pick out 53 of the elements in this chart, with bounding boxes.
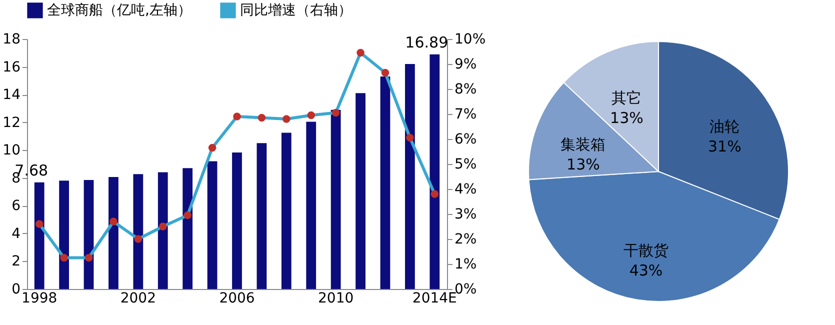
- legend-label: 同比增速（右轴）: [240, 2, 352, 18]
- y2-tick-label: 4%: [454, 182, 477, 198]
- bar: [108, 177, 118, 289]
- y-tick-label: 10: [2, 142, 20, 159]
- y-tick-label: 14: [2, 87, 21, 104]
- data-label: 13%: [610, 109, 644, 128]
- bar: [281, 132, 292, 289]
- y2-tick-label: 6%: [454, 132, 477, 148]
- bar: [256, 143, 267, 289]
- bar: [405, 64, 415, 289]
- bar: [182, 168, 193, 289]
- bar: [306, 122, 316, 289]
- data-label: 31%: [708, 138, 742, 156]
- y2-tick-label: 2%: [454, 232, 477, 248]
- y-tick-label: 0: [12, 282, 20, 298]
- slice-label: 其它: [612, 89, 642, 108]
- y2-tick-label: 8%: [454, 82, 477, 98]
- bar: [430, 54, 440, 289]
- y2-tick-label: 10%: [454, 32, 486, 48]
- bar: [380, 76, 390, 289]
- y-tick-label: 18: [2, 32, 20, 48]
- y-tick-label: 6: [12, 198, 21, 214]
- y-tick-label: 2: [12, 254, 20, 270]
- bar: [84, 180, 94, 289]
- bar: [59, 180, 69, 289]
- data-label: 16.89: [405, 33, 448, 52]
- y2-tick-label: 9%: [454, 56, 477, 72]
- y-tick-label: 4: [12, 226, 21, 242]
- x-tick-label: 1998: [22, 290, 58, 306]
- data-label: 43%: [629, 262, 663, 280]
- y2-tick-label: 0%: [454, 282, 477, 298]
- x-tick-label: 2002: [120, 290, 156, 306]
- x-tick-label: 2014E: [412, 290, 457, 306]
- x-tick-label: 2006: [219, 290, 255, 306]
- bar: [207, 161, 218, 289]
- slice-label: 集装箱: [560, 135, 606, 154]
- y2-tick-label: 1%: [454, 256, 477, 272]
- legend-label: 全球商船（亿吨,左轴）: [47, 2, 192, 18]
- bar: [330, 110, 341, 289]
- data-label: 13%: [566, 155, 600, 174]
- y2-tick-label: 3%: [454, 206, 477, 222]
- bar: [133, 174, 144, 289]
- y-tick-label: 12: [2, 114, 20, 131]
- slice-label: 油轮: [710, 118, 740, 136]
- slice-label: 干散货: [623, 242, 668, 260]
- bar: [34, 182, 44, 289]
- bar: [232, 152, 242, 289]
- y-tick-label: 16: [2, 59, 21, 76]
- x-tick-label: 2010: [318, 290, 354, 306]
- y2-tick-label: 5%: [454, 156, 477, 172]
- y2-tick-label: 7%: [454, 106, 477, 122]
- bar: [158, 172, 168, 289]
- bar: [356, 93, 366, 289]
